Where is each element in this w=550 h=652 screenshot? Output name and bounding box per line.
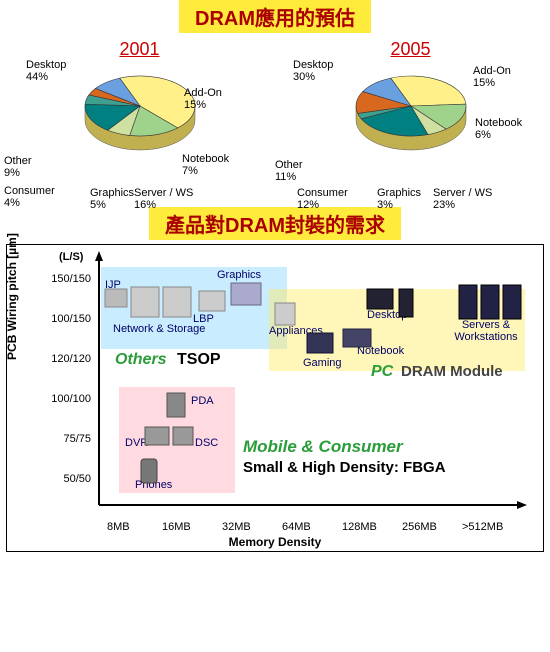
year-2001: 2001 <box>4 39 275 60</box>
bottom-title: 產品對DRAM封裝的需求 <box>149 207 401 240</box>
top-title-wrap: DRAM應用的預估 <box>0 0 550 33</box>
device-icons <box>7 245 545 553</box>
pie-slice-label: Notebook7% <box>182 153 229 177</box>
pie-slice-label: Graphics3% <box>377 187 421 211</box>
pie-slice-label: Graphics5% <box>90 187 134 211</box>
pie-slice-label: Desktop30% <box>293 59 333 83</box>
scatter-chart: PCB Wiring pitch [µm] (L/S) Memory Densi… <box>6 244 544 552</box>
pie-slice-label: Other11% <box>275 159 303 183</box>
pie-row: 2001 Desktop44%Add-On15%Notebook7%Server… <box>4 39 546 199</box>
pie-2001: 2001 Desktop44%Add-On15%Notebook7%Server… <box>4 39 275 199</box>
pie-slice-label: Desktop44% <box>26 59 66 83</box>
bottom-title-wrap: 產品對DRAM封裝的需求 <box>0 207 550 240</box>
pie-slice-label: Add-On15% <box>473 65 511 89</box>
pie-slice-label: Server / WS23% <box>433 187 492 211</box>
top-title: DRAM應用的預估 <box>179 0 371 33</box>
pie-slice-label: Other9% <box>4 155 32 179</box>
pie-slice-label: Consumer4% <box>4 185 55 209</box>
pie-2005: 2005 Desktop30%Add-On15%Notebook6%Server… <box>275 39 546 199</box>
pie-slice-label: Server / WS16% <box>134 187 193 211</box>
pie-2001-svg <box>65 64 215 164</box>
year-2005: 2005 <box>275 39 546 60</box>
pie-slice-label: Consumer12% <box>297 187 348 211</box>
pie-2005-svg <box>336 64 486 164</box>
pie-slice-label: Notebook6% <box>475 117 522 141</box>
pie-slice-label: Add-On15% <box>184 87 222 111</box>
